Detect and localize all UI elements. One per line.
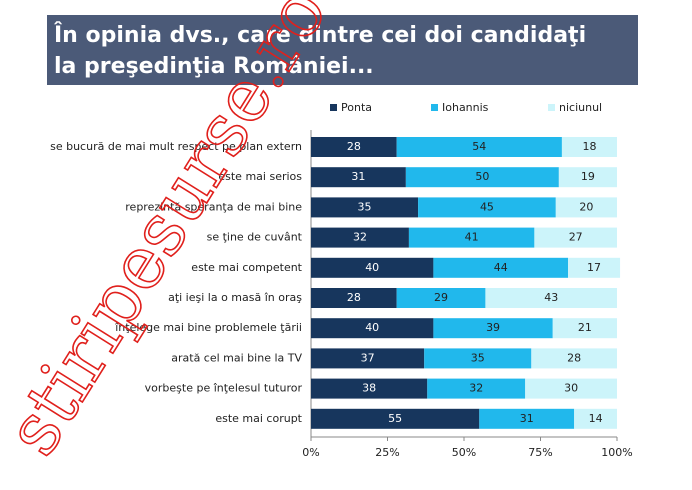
bar-segment — [311, 137, 397, 157]
bar-segment — [531, 348, 617, 369]
legend-swatch — [548, 104, 555, 111]
legend-label: Iohannis — [442, 101, 489, 114]
x-tick-label: 100% — [601, 446, 632, 459]
bar-segment — [311, 288, 397, 308]
legend-label: Ponta — [341, 101, 372, 114]
legend-swatch — [330, 104, 337, 111]
value-label: 37 — [361, 351, 375, 364]
value-label: 44 — [494, 261, 508, 274]
bar-segment — [405, 167, 559, 188]
value-label: 40 — [365, 261, 379, 274]
bar-segment — [433, 257, 569, 278]
y-tick-label: este mai competent — [191, 261, 302, 274]
value-label: 39 — [486, 321, 500, 334]
value-label: 28 — [567, 351, 581, 364]
value-label: 21 — [578, 321, 592, 334]
bar-segment — [552, 318, 617, 339]
x-tick-label: 75% — [528, 446, 552, 459]
value-label: 32 — [469, 382, 483, 395]
value-label: 20 — [579, 200, 593, 213]
y-tick-label: se ţine de cuvânt — [207, 231, 303, 244]
y-tick-label: vorbeşte pe înţelesul tuturor — [145, 382, 303, 395]
bar-segment — [525, 378, 617, 399]
bar-segment — [534, 227, 617, 248]
bar-segment — [311, 257, 434, 278]
x-tick-label: 0% — [302, 446, 319, 459]
bar-segment — [311, 378, 428, 399]
legend-label: niciunul — [559, 101, 602, 114]
y-tick-label: aţi ieşi la o masă în oraş — [168, 291, 302, 304]
bar-segment — [311, 318, 434, 339]
bar-segment — [408, 227, 535, 248]
value-label: 45 — [480, 200, 494, 213]
bar-segment — [433, 318, 553, 339]
value-label: 27 — [569, 231, 583, 244]
bar-segment — [485, 288, 617, 308]
chart-title: la preşedinţia României... — [54, 54, 374, 79]
x-tick-label: 50% — [452, 446, 476, 459]
bar-segment — [427, 378, 526, 399]
value-label: 55 — [388, 412, 402, 425]
value-label: 50 — [475, 170, 489, 183]
bar-segment — [555, 197, 617, 218]
bar-segment — [568, 257, 621, 278]
bar-segment — [418, 197, 556, 218]
title-box — [47, 15, 638, 85]
bar-segment — [561, 137, 617, 157]
y-tick-label: este mai serios — [218, 170, 302, 183]
value-label: 28 — [347, 140, 361, 153]
value-label: 38 — [362, 382, 376, 395]
y-tick-label: arată cel mai bine la TV — [171, 351, 302, 364]
legend-swatch — [431, 104, 438, 111]
value-label: 40 — [365, 321, 379, 334]
bar-segment — [311, 227, 409, 248]
bar-segment — [479, 408, 575, 429]
bar-segment — [311, 348, 425, 369]
y-tick-label: înţelege mai bine problemele ţării — [114, 321, 302, 334]
y-tick-label: reprezintă speranţa de mai bine — [125, 200, 302, 213]
value-label: 35 — [358, 200, 372, 213]
chart-title: În opinia dvs., care dintre cei doi cand… — [54, 22, 586, 48]
bar-segment — [424, 348, 532, 369]
bar-segment — [396, 288, 486, 308]
y-tick-label: se bucură de mai mult respect pe plan ex… — [50, 140, 302, 153]
value-label: 29 — [434, 291, 448, 304]
x-tick-label: 25% — [375, 446, 399, 459]
bar-segment — [311, 167, 406, 188]
value-label: 41 — [465, 231, 479, 244]
value-label: 35 — [471, 351, 485, 364]
value-label: 17 — [587, 261, 601, 274]
value-label: 31 — [351, 170, 365, 183]
bar-segment — [396, 137, 562, 157]
bar-segment — [574, 408, 617, 429]
value-label: 28 — [347, 291, 361, 304]
bar-segment — [311, 408, 480, 429]
value-label: 31 — [520, 412, 534, 425]
value-label: 14 — [589, 412, 603, 425]
y-tick-label: este mai corupt — [215, 412, 302, 425]
value-label: 19 — [581, 170, 595, 183]
bar-segment — [558, 167, 617, 188]
value-label: 43 — [544, 291, 558, 304]
value-label: 30 — [564, 382, 578, 395]
value-label: 18 — [582, 140, 596, 153]
bar-segment — [311, 197, 419, 218]
value-label: 32 — [353, 231, 367, 244]
value-label: 54 — [472, 140, 486, 153]
